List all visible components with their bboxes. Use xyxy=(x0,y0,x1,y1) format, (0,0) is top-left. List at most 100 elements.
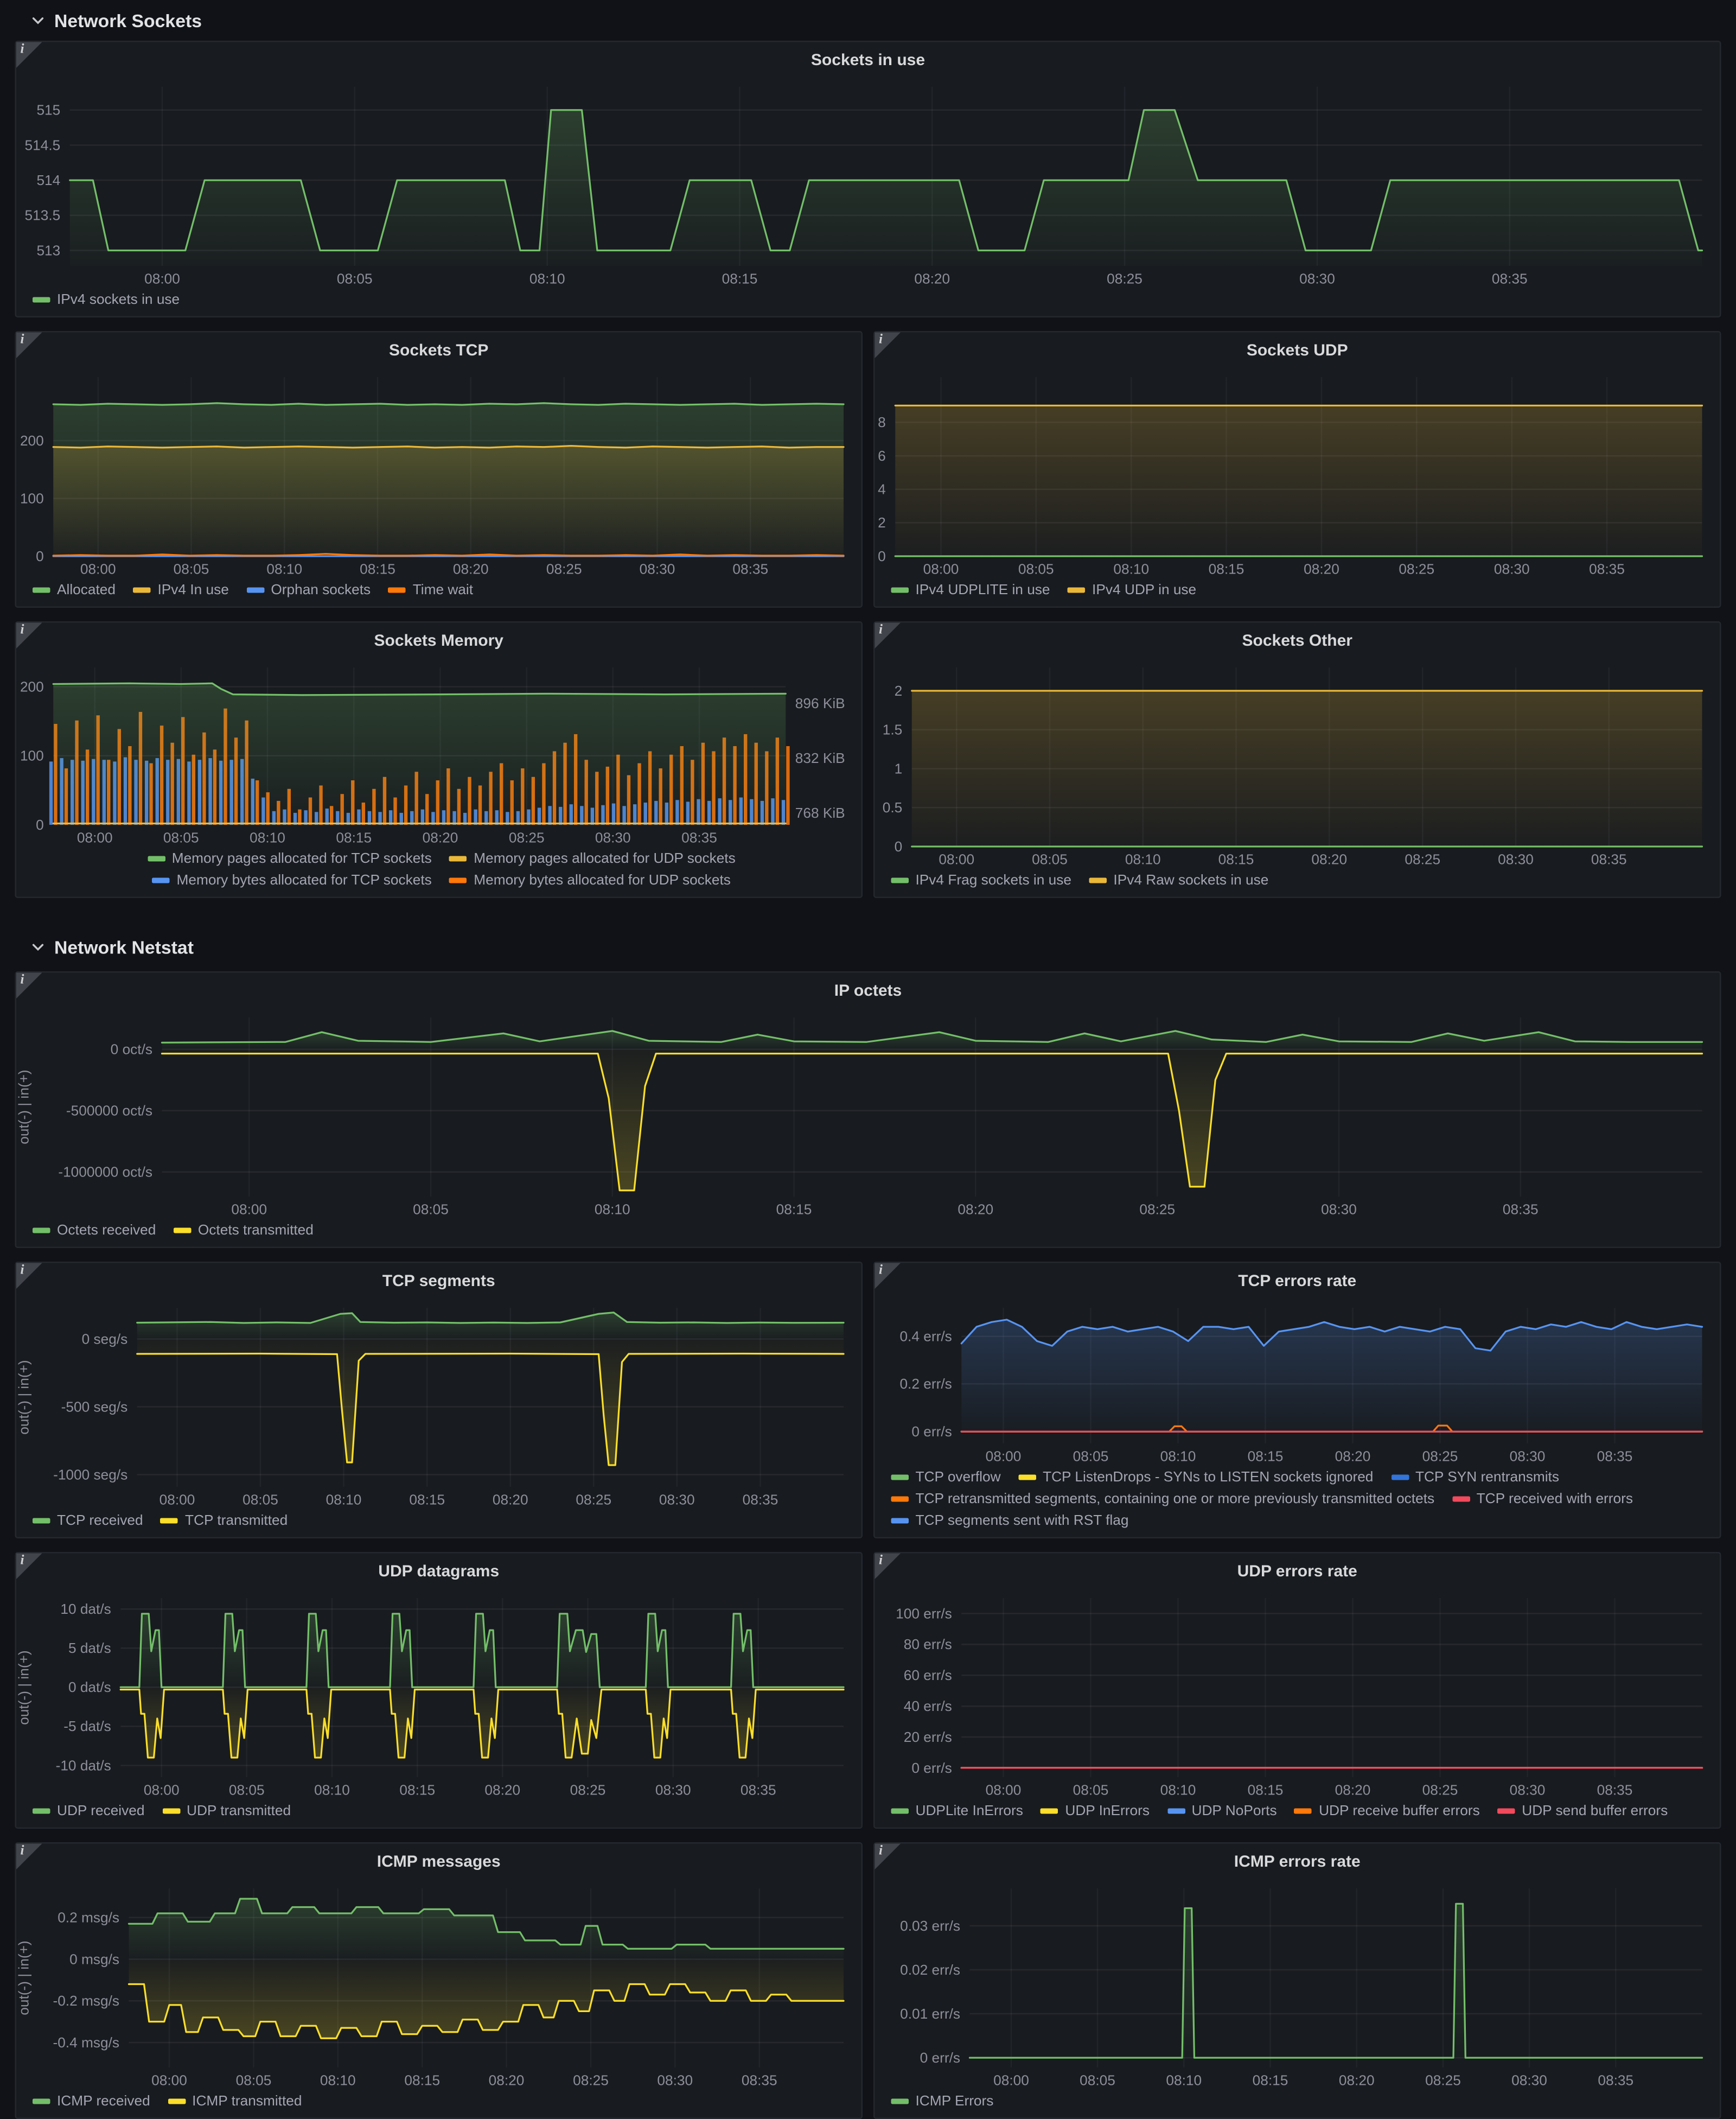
panel-info-corner[interactable]: i xyxy=(16,1843,42,1869)
chart-udp-errors-rate[interactable]: 08:00 08:05 08:10 08:15 08:20 08:25 08:30 08:35… xyxy=(875,1589,1720,1800)
panel-info-corner[interactable]: i xyxy=(16,1263,42,1289)
legend-item[interactable]: IPv4 In use xyxy=(133,581,229,600)
panel-info-corner[interactable]: i xyxy=(16,972,42,998)
legend-item[interactable]: Time wait xyxy=(388,581,473,600)
legend-label: IPv4 In use xyxy=(157,582,229,599)
svg-text:60 err/s: 60 err/s xyxy=(904,1667,952,1683)
legend-item[interactable]: TCP received xyxy=(33,1511,143,1530)
panel-row: i Sockets in use 08:00 08:05 08:10 08:15 08:… xyxy=(15,41,1721,317)
svg-text:08:05: 08:05 xyxy=(1080,2072,1115,2089)
panel-info-corner[interactable]: i xyxy=(16,1553,42,1579)
panel-title[interactable]: UDP errors rate xyxy=(1237,1561,1357,1581)
legend-label: UDP InErrors xyxy=(1065,1803,1150,1819)
panel-title[interactable]: Sockets TCP xyxy=(389,340,489,360)
legend-item[interactable]: UDP NoPorts xyxy=(1167,1802,1277,1821)
svg-text:0 err/s: 0 err/s xyxy=(920,2050,960,2066)
chart-sockets-tcp[interactable]: 08:00 08:05 08:10 08:15 08:20 08:25 08:30 08:35… xyxy=(16,368,861,580)
svg-text:08:05: 08:05 xyxy=(229,1782,265,1798)
legend-item[interactable]: IPv4 Frag sockets in use xyxy=(891,871,1071,890)
svg-text:0.01 err/s: 0.01 err/s xyxy=(900,2006,960,2022)
legend-item[interactable]: IPv4 Raw sockets in use xyxy=(1089,871,1268,890)
chart-icmp-messages[interactable]: 08:00 08:05 08:10 08:15 08:20 08:25 08:30 08:35… xyxy=(16,1879,861,2091)
chart-icmp-errors-rate[interactable]: 08:00 08:05 08:10 08:15 08:20 08:25 08:30 08:35… xyxy=(875,1879,1720,2091)
legend-item[interactable]: UDP receive buffer errors xyxy=(1294,1802,1480,1821)
panel-title[interactable]: ICMP errors rate xyxy=(1234,1851,1361,1871)
svg-text:08:35: 08:35 xyxy=(743,1492,778,1508)
legend-swatch xyxy=(1018,1474,1036,1480)
chart-sockets-in-use[interactable]: 08:00 08:05 08:10 08:15 08:20 08:25 08:30 08:35… xyxy=(16,78,1720,289)
legend-item[interactable]: ICMP transmitted xyxy=(168,2092,302,2111)
legend-item[interactable]: TCP ListenDrops - SYNs to LISTEN sockets… xyxy=(1018,1468,1373,1487)
chart-tcp-segments[interactable]: 08:00 08:05 08:10 08:15 08:20 08:25 08:30 08:35… xyxy=(16,1299,861,1510)
legend-item[interactable]: Memory pages allocated for UDP sockets xyxy=(449,849,736,868)
svg-text:08:05: 08:05 xyxy=(242,1492,278,1508)
legend-item[interactable]: IPv4 sockets in use xyxy=(33,290,180,309)
panel-title[interactable]: Sockets in use xyxy=(810,50,926,69)
panel-info-corner[interactable]: i xyxy=(16,622,42,648)
legend-swatch xyxy=(33,587,50,593)
legend-item[interactable]: Octets transmitted xyxy=(173,1221,314,1240)
svg-text:08:10: 08:10 xyxy=(250,830,285,846)
panel-title[interactable]: TCP errors rate xyxy=(1238,1271,1357,1290)
panel-info-corner[interactable]: i xyxy=(875,1263,901,1289)
svg-text:08:25: 08:25 xyxy=(1139,1201,1175,1218)
panel-title[interactable]: IP octets xyxy=(834,981,902,1000)
panel-title[interactable]: Sockets Memory xyxy=(374,631,503,650)
panel-info-corner[interactable]: i xyxy=(16,332,42,358)
legend-item[interactable]: IPv4 UDP in use xyxy=(1068,581,1196,600)
legend-item[interactable]: ICMP Errors xyxy=(891,2092,993,2111)
legend-swatch xyxy=(1497,1808,1515,1814)
legend-item[interactable]: UDP send buffer errors xyxy=(1497,1802,1668,1821)
legend-item[interactable]: TCP received with errors xyxy=(1452,1490,1633,1509)
panel-info-corner[interactable]: i xyxy=(16,42,42,68)
svg-text:08:00: 08:00 xyxy=(231,1201,267,1218)
legend-item[interactable]: UDPLite InErrors xyxy=(891,1802,1023,1821)
chart-sockets-memory[interactable]: 08:00 08:05 08:10 08:15 08:20 08:25 08:30 08:35… xyxy=(16,658,861,848)
legend-item[interactable]: Memory bytes allocated for UDP sockets xyxy=(449,871,731,890)
svg-text:08:35: 08:35 xyxy=(1597,1782,1633,1798)
legend-item[interactable]: TCP retransmitted segments, containing o… xyxy=(891,1490,1434,1509)
legend-item[interactable]: TCP segments sent with RST flag xyxy=(891,1511,1128,1530)
chart-udp-datagrams[interactable]: 08:00 08:05 08:10 08:15 08:20 08:25 08:30 08:35… xyxy=(16,1589,861,1800)
legend-item[interactable]: IPv4 UDPLITE in use xyxy=(891,581,1050,600)
panel-title[interactable]: UDP datagrams xyxy=(378,1561,500,1581)
panel-info-corner[interactable]: i xyxy=(875,332,901,358)
legend-label: Memory pages allocated for TCP sockets xyxy=(171,850,432,867)
legend-label: Memory bytes allocated for UDP sockets xyxy=(474,872,731,889)
chart-sockets-udp[interactable]: 08:00 08:05 08:10 08:15 08:20 08:25 08:30 08:35… xyxy=(875,368,1720,580)
legend-item[interactable]: UDP InErrors xyxy=(1041,1802,1150,1821)
legend-item[interactable]: Memory bytes allocated for TCP sockets xyxy=(152,871,432,890)
legend-item[interactable]: TCP transmitted xyxy=(161,1511,288,1530)
panel-info-corner[interactable]: i xyxy=(875,622,901,648)
legend-item[interactable]: TCP overflow xyxy=(891,1468,1001,1487)
chart-tcp-errors-rate[interactable]: 08:00 08:05 08:10 08:15 08:20 08:25 08:30 08:35… xyxy=(875,1299,1720,1467)
chart-ip-octets[interactable]: 08:00 08:05 08:10 08:15 08:20 08:25 08:30 08:35… xyxy=(16,1008,1720,1220)
chart-legend: Octets received Octets transmitted xyxy=(16,1220,1720,1247)
panel-title[interactable]: ICMP messages xyxy=(376,1851,501,1871)
panel-title[interactable]: Sockets UDP xyxy=(1246,340,1348,360)
legend-swatch xyxy=(891,587,909,593)
legend-label: Octets transmitted xyxy=(197,1222,314,1239)
legend-item[interactable]: UDP received xyxy=(33,1802,144,1821)
panel-title[interactable]: Sockets Other xyxy=(1242,631,1352,650)
section-network-netstat[interactable]: Network Netstat xyxy=(15,912,1721,971)
chart-sockets-other[interactable]: 08:00 08:05 08:10 08:15 08:20 08:25 08:30 08:35… xyxy=(875,658,1720,870)
panel-udp-datagrams: i UDP datagrams 08:00 08:05 08:10 08:15 08:2… xyxy=(15,1552,863,1829)
legend-item[interactable]: Orphan sockets xyxy=(246,581,371,600)
panel-title[interactable]: TCP segments xyxy=(382,1271,495,1290)
section-network-sockets[interactable]: Network Sockets xyxy=(15,0,1721,41)
info-icon: i xyxy=(20,1843,24,1859)
svg-text:-500000 oct/s: -500000 oct/s xyxy=(66,1103,152,1119)
svg-text:08:30: 08:30 xyxy=(1321,1201,1357,1218)
legend-item[interactable]: Allocated xyxy=(33,581,116,600)
chart-legend: ICMP received ICMP transmitted xyxy=(16,2091,861,2118)
legend-item[interactable]: Octets received xyxy=(33,1221,156,1240)
legend-item[interactable]: ICMP received xyxy=(33,2092,150,2111)
legend-item[interactable]: TCP SYN rentransmits xyxy=(1390,1468,1559,1487)
panel-info-corner[interactable]: i xyxy=(875,1553,901,1579)
chart-legend: UDP received UDP transmitted xyxy=(16,1800,861,1828)
panel-info-corner[interactable]: i xyxy=(875,1843,901,1869)
legend-item[interactable]: UDP transmitted xyxy=(162,1802,291,1821)
panel-sockets-other: i Sockets Other 08:00 08:05 08:10 08:15 08:2… xyxy=(873,621,1721,898)
legend-item[interactable]: Memory pages allocated for TCP sockets xyxy=(147,849,432,868)
